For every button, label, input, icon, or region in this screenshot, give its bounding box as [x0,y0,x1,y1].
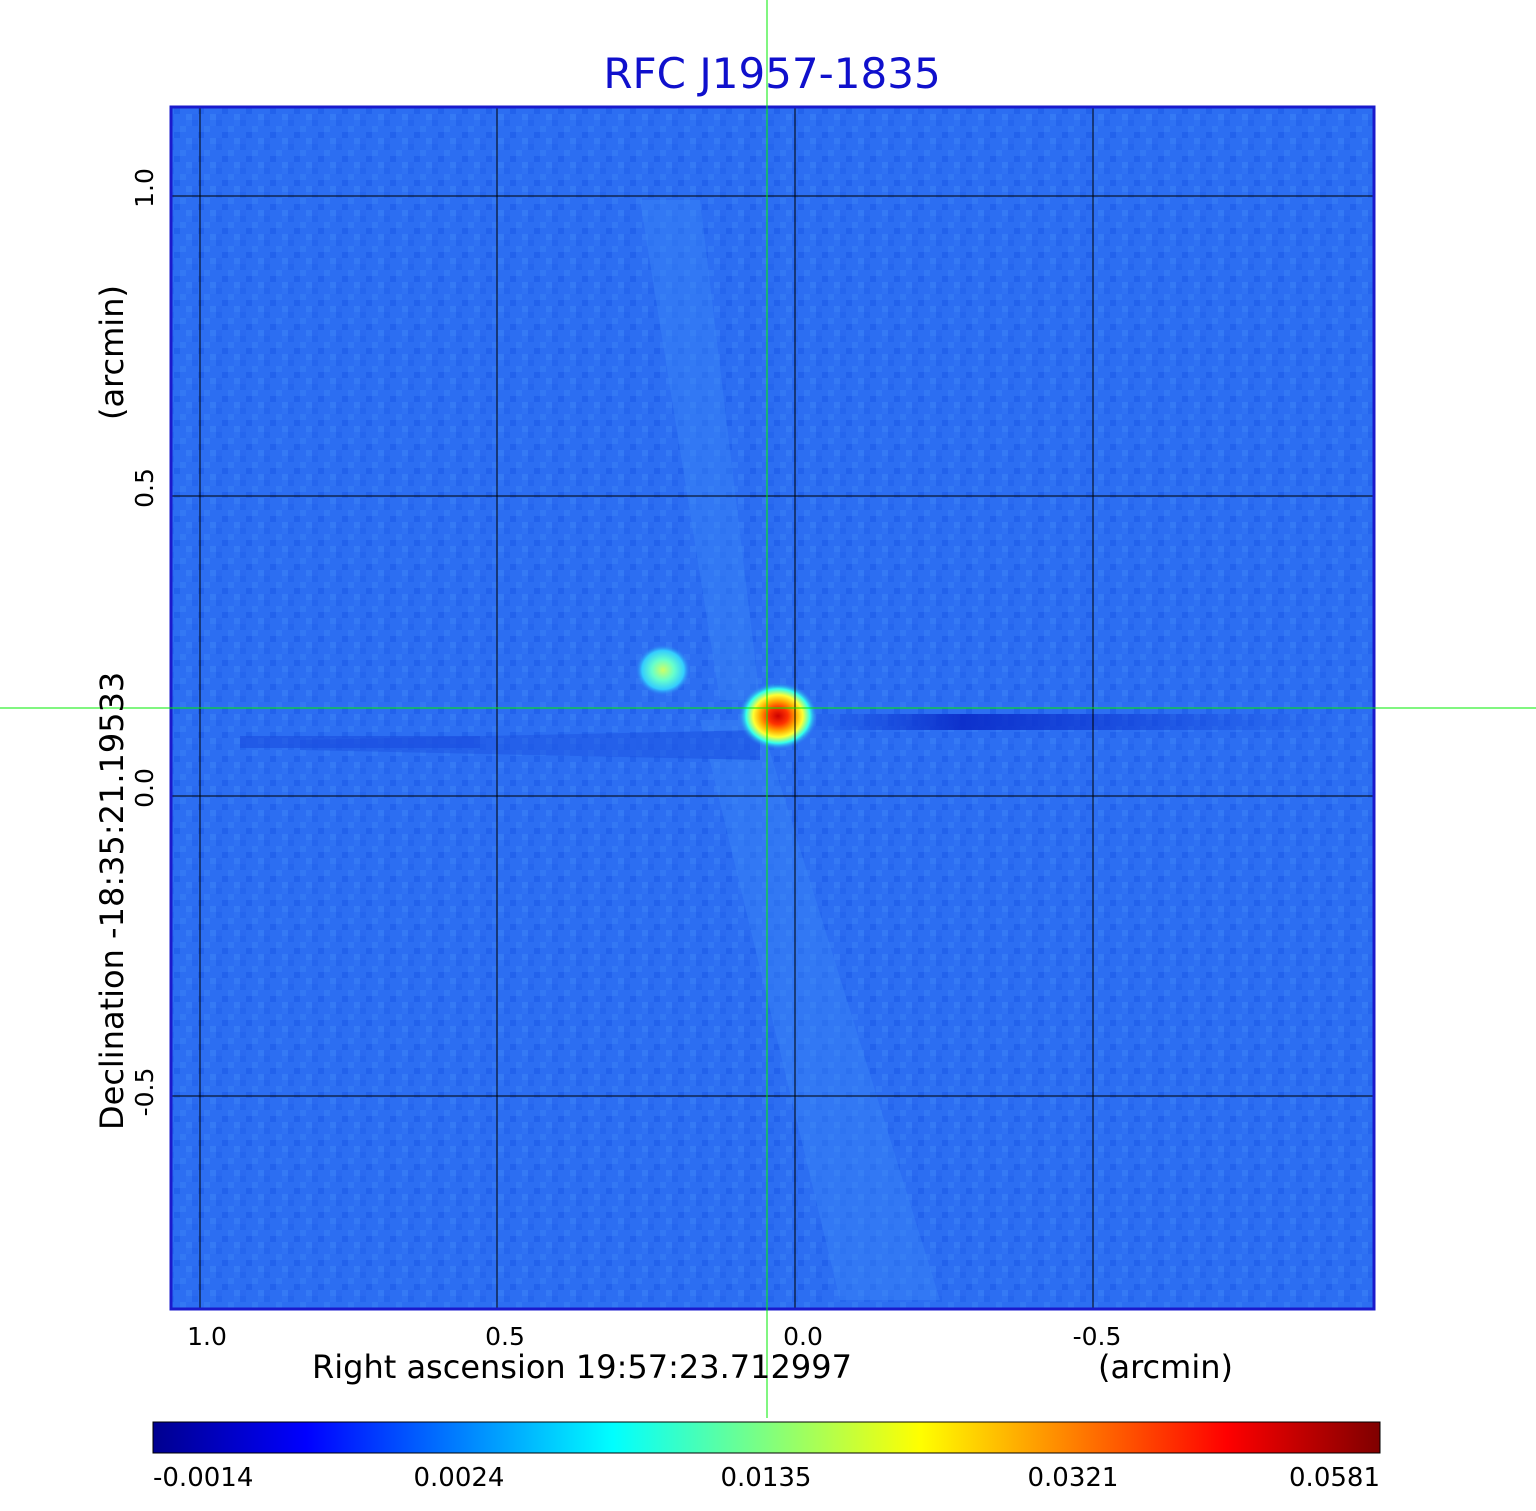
x-tick-labels: 1.0 0.5 0.0 -0.5 [187,1322,1121,1351]
colorbar-label: 0.0581 [1289,1463,1380,1493]
y-tick-label: -0.5 [130,1068,159,1117]
colorbar-label: -0.0014 [153,1463,253,1493]
x-tick-label: -0.5 [1073,1322,1122,1351]
colorbar [152,1421,1381,1454]
y-tick-labels: 1.0 0.5 0.0 -0.5 [130,168,159,1116]
y-tick-label: 0.0 [130,768,159,808]
colorbar-label: 0.0135 [721,1463,812,1493]
plot-title: RFC J1957-1835 [603,49,940,98]
core-component [738,682,818,750]
x-axis-unit: (arcmin) [1098,1348,1233,1386]
y-tick-label: 0.5 [130,468,159,508]
colorbar-label: 0.0024 [414,1463,505,1493]
x-tick-label: 0.0 [783,1322,823,1351]
x-tick-label: 1.0 [187,1322,227,1351]
dark-streak-east [800,714,1340,730]
x-tick-label: 0.5 [485,1322,525,1351]
colorbar-labels: -0.0014 0.0024 0.0135 0.0321 0.0581 [153,1463,1380,1493]
secondary-component [635,644,691,696]
y-axis-unit: (arcmin) [93,285,131,420]
y-tick-label: 1.0 [130,168,159,208]
y-axis-label: Declination -18:35:21.19533 [93,672,131,1130]
colorbar-label: 0.0321 [1028,1463,1119,1493]
crosshair [0,0,1536,1418]
dark-streak-west [240,736,480,748]
x-axis-label: Right ascension 19:57:23.712997 [312,1348,852,1386]
